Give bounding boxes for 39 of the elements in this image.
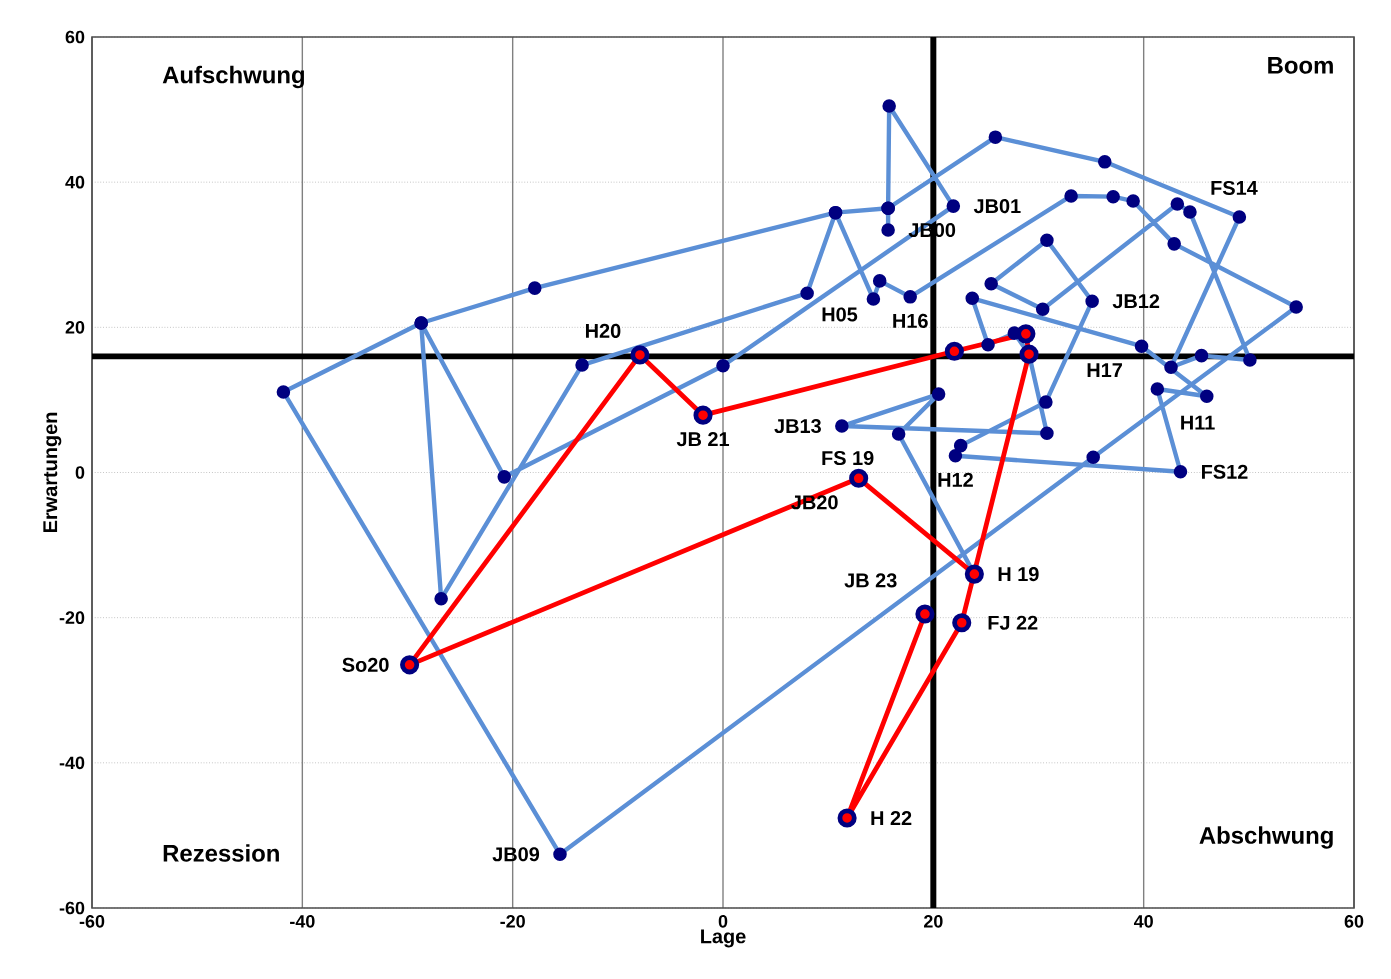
annotation: H 19	[998, 567, 1039, 582]
x-tick-label: 60	[1344, 915, 1364, 928]
annotation: JB12	[1112, 294, 1160, 309]
annotation: So20	[342, 657, 389, 672]
x-tick-label: 0	[718, 915, 728, 928]
y-tick-label: 20	[65, 320, 85, 334]
annotation: FS14	[1211, 180, 1258, 195]
annotation: H17	[1087, 363, 1122, 378]
x-tick-label: 20	[923, 915, 943, 928]
annotation: H05	[822, 307, 858, 322]
annotation: Aufschwung	[162, 65, 304, 89]
x-tick-label: 40	[1133, 915, 1153, 928]
x-tick-label: -20	[500, 915, 525, 928]
y-axis-title: Erwartungen	[43, 412, 62, 533]
y-tick-label: -20	[59, 611, 85, 625]
x-axis-title: Lage	[701, 929, 746, 948]
annotation: JB 21	[676, 432, 730, 447]
annotation: Rezession	[163, 844, 279, 862]
annotation: H11	[1181, 415, 1215, 430]
annotation: Boom	[1268, 57, 1333, 74]
annotation: H20	[585, 323, 621, 338]
annotation: Abschwung	[1199, 826, 1333, 849]
y-tick-label: -40	[59, 756, 85, 770]
annotation: H16	[893, 313, 928, 328]
x-tick-label: -40	[290, 915, 315, 928]
annotation: FS12	[1202, 464, 1248, 479]
annotation: JB09	[492, 847, 540, 862]
x-tick-label: -60	[79, 915, 105, 928]
y-tick-label: -60	[59, 901, 85, 915]
y-tick-label: 40	[65, 175, 85, 189]
annotation: JB 23	[844, 573, 897, 588]
annotation: JB13	[774, 418, 821, 434]
annotation: H 22	[871, 811, 912, 825]
y-tick-label: 0	[75, 466, 85, 479]
y-tick-label: 60	[65, 30, 85, 44]
annotation: FS 19	[822, 450, 874, 466]
annotation: H12	[938, 472, 973, 487]
annotation: JB01	[973, 199, 1021, 214]
annotation: FJ 22	[988, 615, 1038, 630]
